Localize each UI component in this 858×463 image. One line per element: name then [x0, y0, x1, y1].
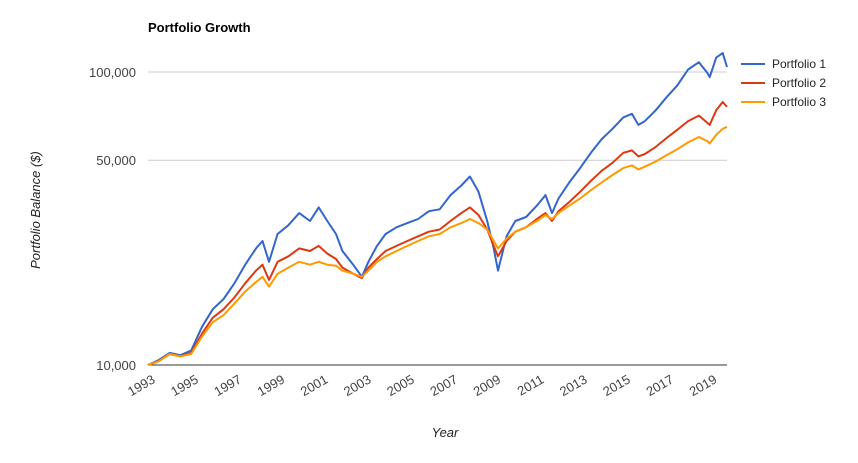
- series-line-portfolio-3: [147, 125, 728, 366]
- x-tick-label: 2015: [600, 372, 633, 399]
- x-tick-label: 2011: [515, 372, 547, 399]
- x-tick-label: 1999: [255, 372, 288, 399]
- x-tick-label: 1995: [168, 372, 201, 399]
- x-tick-label: 2003: [341, 372, 374, 399]
- x-tick-label: 2019: [687, 372, 720, 399]
- y-tick-label: 100,000: [89, 65, 136, 80]
- legend: Portfolio 1 Portfolio 2 Portfolio 3: [741, 57, 826, 109]
- gridlines: [148, 71, 727, 366]
- x-tick-label: 1997: [211, 372, 244, 399]
- series-line-portfolio-1: [147, 52, 728, 366]
- x-axis-ticks: 1993 1995 1997 1999 2001 2003 2005 2007 2009 2011…: [125, 372, 719, 399]
- chart-title: Portfolio Growth: [148, 20, 251, 35]
- x-tick-label: 2007: [427, 372, 460, 399]
- x-tick-label: 2009: [471, 372, 504, 399]
- legend-label-portfolio-1: Portfolio 1: [772, 57, 826, 71]
- x-tick-label: 2017: [643, 372, 676, 399]
- series-lines: [147, 52, 728, 366]
- x-axis-title: Year: [432, 425, 459, 440]
- y-axis-ticks: 10,000 50,000 100,000: [89, 65, 136, 373]
- y-axis-title: Portfolio Balance ($): [28, 151, 43, 269]
- x-tick-label: 1993: [125, 372, 158, 399]
- y-tick-label: 50,000: [96, 153, 136, 168]
- legend-label-portfolio-3: Portfolio 3: [772, 95, 826, 109]
- x-tick-label: 2013: [557, 372, 590, 399]
- x-tick-label: 2005: [384, 372, 417, 399]
- x-tick-label: 2001: [298, 372, 331, 399]
- y-tick-label: 10,000: [96, 358, 136, 373]
- legend-label-portfolio-2: Portfolio 2: [772, 76, 826, 90]
- series-line-portfolio-2: [147, 101, 728, 366]
